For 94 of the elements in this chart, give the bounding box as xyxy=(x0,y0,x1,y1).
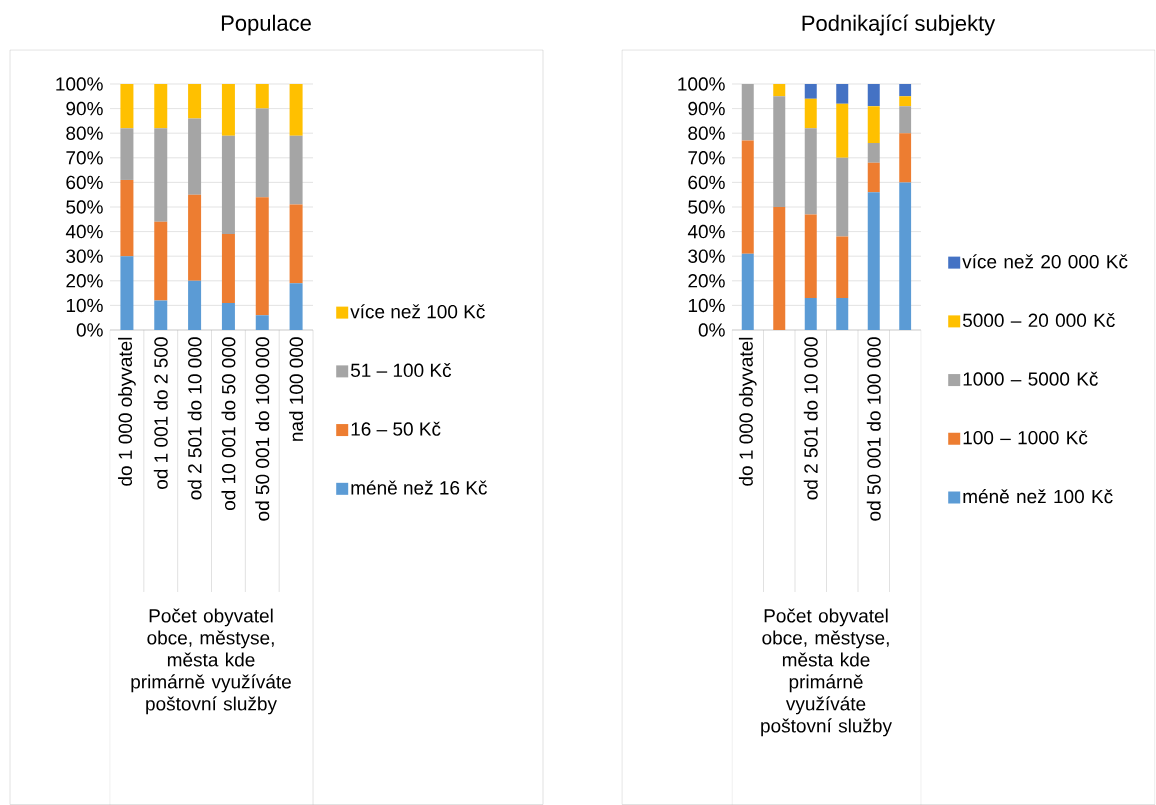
bar xyxy=(773,96,786,207)
bar xyxy=(836,157,849,237)
bar xyxy=(221,135,235,235)
y-tick-label: 10% xyxy=(688,298,725,313)
y-tick-label: 80% xyxy=(66,126,103,140)
y-tick-label: 90% xyxy=(66,101,103,116)
y-tick-label: 70% xyxy=(66,151,103,165)
bar xyxy=(804,128,817,215)
y-tick-label: 90% xyxy=(688,101,725,116)
y-tick-label: 40% xyxy=(65,224,103,239)
bar xyxy=(836,103,849,158)
y-tick-label: 100% xyxy=(56,77,103,91)
bar xyxy=(899,84,912,97)
bar xyxy=(120,179,134,257)
x-axis-title: Počet obyvatel obce, městyse, města kde primárně využíváte poštovní služby xyxy=(761,608,892,737)
bar xyxy=(899,106,912,134)
x-tick-label: do 1 000 obyvatel xyxy=(738,337,757,486)
bar xyxy=(120,256,134,330)
bar xyxy=(899,182,912,330)
x-tick-label: od 50 001 do 100 000 xyxy=(866,337,881,521)
bar xyxy=(221,302,235,330)
bar xyxy=(120,128,134,180)
x-tick-label: od 2 501 do 10 000 xyxy=(187,337,202,500)
x-tick-label: do 1 000 obyvatel xyxy=(118,337,136,486)
legend-label: méně než 100 Kč xyxy=(963,489,1113,504)
y-tick-label: 10% xyxy=(66,298,103,313)
y-tick-label: 20% xyxy=(688,274,725,288)
legend-label: méně než 16 Kč xyxy=(351,480,487,495)
y-tick-label: 0% xyxy=(76,323,103,337)
x-tick-label: od 50 001 do 100 000 xyxy=(255,337,270,521)
x-tick-label: nad 100 000 xyxy=(289,337,304,441)
bar xyxy=(867,192,880,330)
bar xyxy=(899,96,912,107)
bar xyxy=(154,300,168,330)
bar xyxy=(255,108,269,198)
bar xyxy=(804,84,817,99)
legend-label: 5000 – 20 000 Kč xyxy=(962,313,1115,328)
y-tick-label: 70% xyxy=(688,151,725,165)
bar xyxy=(289,135,303,205)
bar xyxy=(804,98,817,129)
bar xyxy=(836,84,849,104)
y-tick-label: 50% xyxy=(66,200,103,214)
bar xyxy=(867,143,880,163)
legend-label: více než 20 000 Kč xyxy=(962,254,1128,269)
bar xyxy=(867,106,880,144)
y-tick-label: 80% xyxy=(688,126,725,140)
x-tick-label: od 2 501 do 10 000 xyxy=(803,337,818,500)
bar xyxy=(741,84,754,141)
bar xyxy=(804,214,817,299)
bar xyxy=(289,283,303,330)
y-tick-label: 30% xyxy=(688,249,725,263)
y-tick-label: 30% xyxy=(66,249,103,263)
y-tick-label: 20% xyxy=(66,274,103,288)
y-tick-label: 50% xyxy=(688,200,725,214)
bar xyxy=(221,234,235,303)
bar xyxy=(188,280,202,330)
legend-label: 51 – 100 Kč xyxy=(350,363,452,378)
y-tick-label: 0% xyxy=(698,323,725,337)
legend-label: 1000 – 5000 Kč xyxy=(963,371,1098,386)
bar xyxy=(867,162,880,193)
x-tick-label: od 10 001 do 50 000 xyxy=(221,337,236,511)
bar xyxy=(221,84,235,136)
bar xyxy=(188,84,202,119)
legend-label: více než 100 Kč xyxy=(350,304,485,319)
bar xyxy=(255,84,269,109)
chart-title: Populace xyxy=(221,14,311,36)
bar xyxy=(804,298,817,330)
bar xyxy=(255,315,269,330)
bar xyxy=(773,207,786,330)
bar xyxy=(154,84,168,129)
bar xyxy=(120,84,134,129)
bar xyxy=(836,236,849,299)
y-tick-label: 40% xyxy=(687,224,725,239)
bar xyxy=(188,194,202,281)
bar xyxy=(836,298,849,330)
y-tick-label: 60% xyxy=(688,175,725,190)
bar xyxy=(154,221,168,301)
bar xyxy=(741,140,754,254)
y-tick-label: 100% xyxy=(678,77,725,91)
x-tick-label: od 1 001 do 2 500 xyxy=(153,337,168,489)
legend-label: 16 – 50 Kč xyxy=(351,421,441,436)
legend-label: 100 – 1000 Kč xyxy=(963,430,1088,445)
bar xyxy=(899,133,912,183)
bar xyxy=(867,84,880,107)
x-axis-title: Počet obyvatel obce, městyse, města kde primárně využíváte poštovní služby xyxy=(131,608,291,715)
bar xyxy=(289,204,303,284)
y-tick-label: 60% xyxy=(66,175,103,190)
bar xyxy=(741,253,754,330)
bar xyxy=(188,118,202,195)
bar xyxy=(773,84,786,97)
bar xyxy=(154,128,168,222)
chart-title: Podnikající subjekty xyxy=(802,14,996,36)
bar xyxy=(255,197,269,316)
bar xyxy=(289,84,303,136)
